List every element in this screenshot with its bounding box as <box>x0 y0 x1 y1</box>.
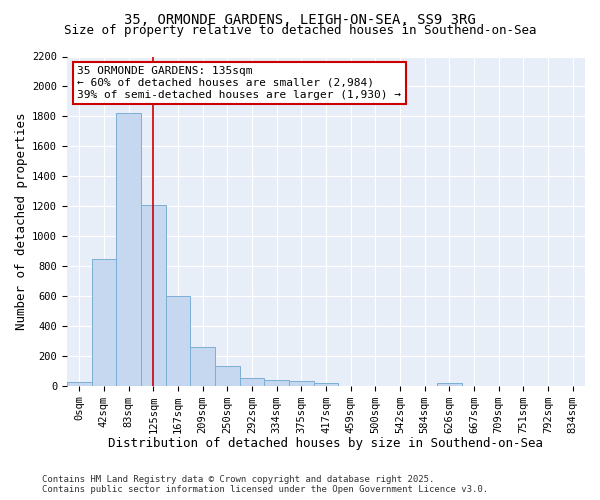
Bar <box>116 114 141 386</box>
Bar <box>92 259 116 386</box>
Text: Contains HM Land Registry data © Crown copyright and database right 2025.
Contai: Contains HM Land Registry data © Crown c… <box>42 474 488 494</box>
Text: 35, ORMONDE GARDENS, LEIGH-ON-SEA, SS9 3RG: 35, ORMONDE GARDENS, LEIGH-ON-SEA, SS9 3… <box>124 12 476 26</box>
Bar <box>215 366 239 386</box>
Bar <box>264 380 289 386</box>
Bar <box>314 383 338 386</box>
Bar <box>289 382 314 386</box>
Y-axis label: Number of detached properties: Number of detached properties <box>15 112 28 330</box>
Bar <box>166 296 190 386</box>
Bar <box>239 378 264 386</box>
Text: 35 ORMONDE GARDENS: 135sqm
← 60% of detached houses are smaller (2,984)
39% of s: 35 ORMONDE GARDENS: 135sqm ← 60% of deta… <box>77 66 401 100</box>
Text: Size of property relative to detached houses in Southend-on-Sea: Size of property relative to detached ho… <box>64 24 536 37</box>
Bar <box>190 348 215 386</box>
Bar <box>437 383 461 386</box>
Bar <box>67 382 92 386</box>
Bar <box>141 204 166 386</box>
X-axis label: Distribution of detached houses by size in Southend-on-Sea: Distribution of detached houses by size … <box>109 437 544 450</box>
